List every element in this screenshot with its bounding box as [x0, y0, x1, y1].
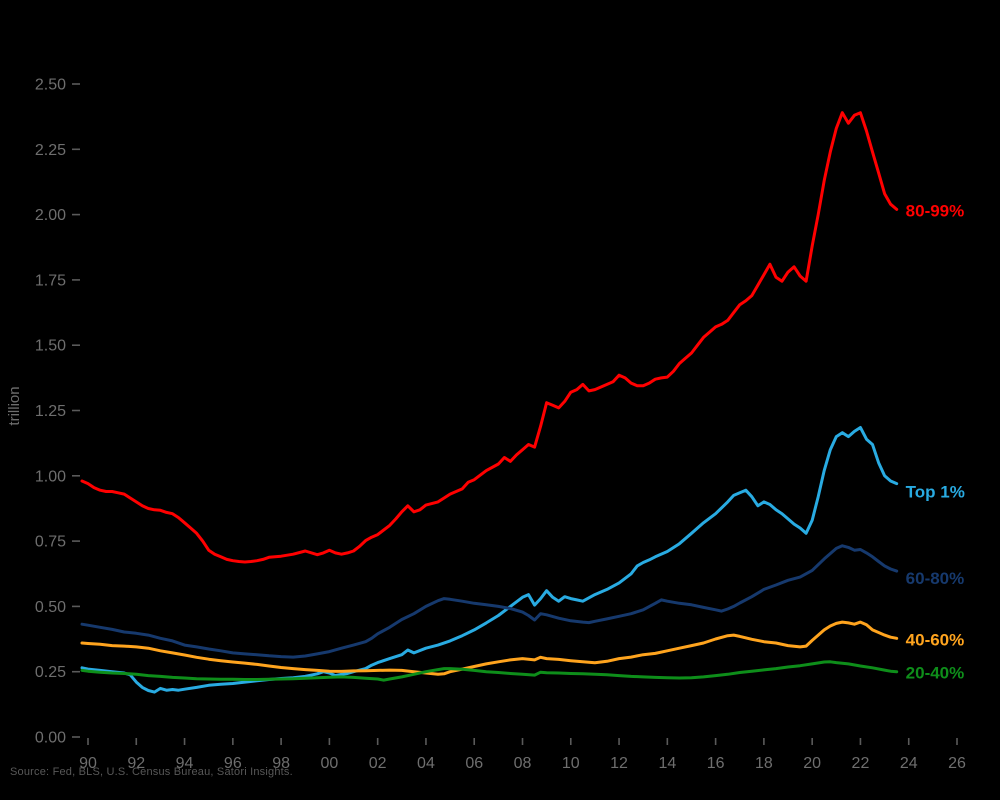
x-tick-label: 18: [755, 755, 773, 772]
y-tick-label: 2.50: [35, 77, 66, 94]
x-tick-label: 26: [948, 755, 966, 772]
x-tick-label: 06: [465, 755, 483, 772]
series-label-pct-60-80: 60-80%: [906, 569, 965, 588]
series-line-pct-40-60: [80, 620, 899, 676]
y-tick-label: 1.75: [35, 272, 66, 289]
series-label-pct-40-60: 40-60%: [906, 630, 965, 649]
y-tick-label: 1.50: [35, 338, 66, 355]
x-tick-label: 00: [320, 755, 338, 772]
y-tick-label: 1.25: [35, 403, 66, 420]
x-tick-label: 96: [224, 755, 242, 772]
y-tick-label: 0.50: [35, 599, 66, 616]
x-tick-label: 92: [127, 755, 145, 772]
y-tick-label: 2.00: [35, 207, 66, 224]
series-label-pct-20-40: 20-40%: [906, 664, 965, 683]
series-line-pct-60-80: [80, 544, 899, 659]
x-tick-label: 16: [707, 755, 725, 772]
x-tick-label: 20: [803, 755, 821, 772]
x-tick-label: 94: [176, 755, 194, 772]
y-tick-label: 0.75: [35, 534, 66, 551]
y-tick-label: 1.00: [35, 468, 66, 485]
x-tick-label: 12: [610, 755, 628, 772]
x-tick-label: 22: [852, 755, 870, 772]
x-tick-label: 10: [562, 755, 580, 772]
series-line-pct-20-40: [80, 660, 899, 682]
x-axis: 90 92 94 96 98 00 02 04 06 08 10 12 14 16 18 20 22 24 26: [79, 738, 966, 772]
series-label-pct-80-99: 80-99%: [906, 201, 965, 220]
series-line-top-1: [80, 426, 899, 694]
x-tick-label: 14: [658, 755, 676, 772]
y-tick-label: 0.25: [35, 664, 66, 681]
y-axis-title: trillion: [6, 386, 23, 425]
series-lines: [80, 111, 899, 694]
source-attribution: Source: Fed, BLS, U.S. Census Bureau, Sa…: [10, 766, 293, 778]
x-tick-label: 90: [79, 755, 97, 772]
series-labels: 80-99% Top 1% 60-80% 40-60% 20-40%: [906, 201, 965, 682]
x-tick-label: 08: [514, 755, 532, 772]
y-axis: 0.00 0.25 0.50 0.75 1.00 1.25 1.50 1.75 2.00 2.25…: [35, 77, 80, 747]
x-tick-label: 24: [900, 755, 918, 772]
x-tick-label: 04: [417, 755, 435, 772]
x-tick-label: 98: [272, 755, 290, 772]
y-tick-label: 2.25: [35, 142, 66, 159]
series-label-top-1: Top 1%: [906, 483, 965, 502]
y-tick-label: 0.00: [35, 730, 66, 747]
x-tick-label: 02: [369, 755, 387, 772]
series-line-pct-80-99: [80, 111, 899, 564]
